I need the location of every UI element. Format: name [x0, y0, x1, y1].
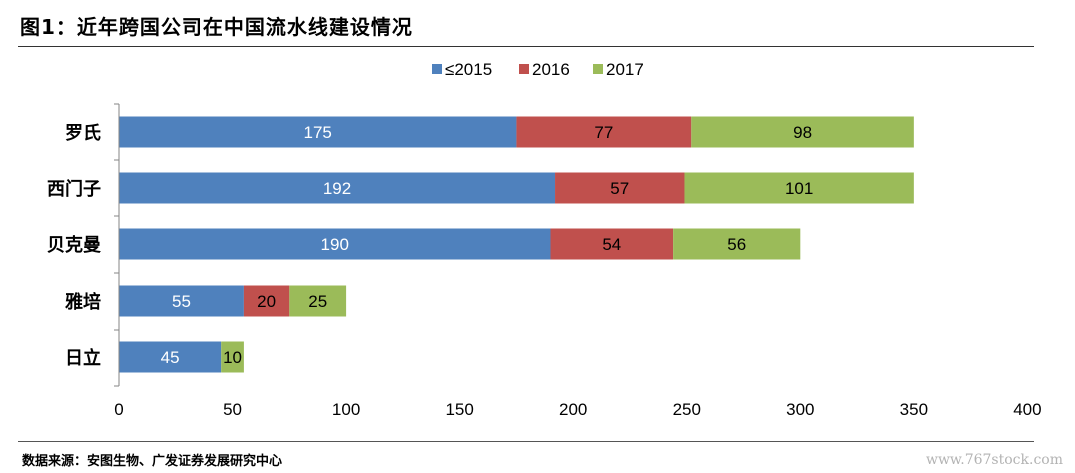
x-tick-label-200: 200 [559, 400, 587, 419]
data-label-siemens-series-1: 57 [610, 179, 629, 198]
bar-siemens-series-2 [684, 172, 914, 204]
x-tick-label-100: 100 [332, 400, 360, 419]
category-label-roche: 罗氏 [65, 123, 101, 144]
data-label-siemens-series-0: 192 [323, 179, 351, 198]
category-label-hitachi: 日立 [65, 347, 101, 369]
data-label-beckman-series-0: 190 [321, 235, 349, 254]
bar-hitachi-series-0 [119, 341, 222, 373]
data-label-abbott-series-1: 20 [257, 292, 276, 311]
x-tick-label-400: 400 [1013, 400, 1041, 419]
data-label-beckman-series-1: 54 [602, 235, 621, 254]
legend-label-1: 2016 [532, 60, 570, 79]
legend-swatch-2 [593, 64, 603, 74]
bar-roche-series-0 [119, 116, 517, 148]
category-label-siemens: 西门子 [47, 178, 101, 200]
data-label-beckman-series-2: 56 [727, 235, 746, 254]
x-tick-label-250: 250 [673, 400, 701, 419]
footer-divider [18, 441, 1034, 442]
bar-abbott-series-1 [243, 285, 290, 317]
data-label-roche-series-2: 98 [793, 123, 812, 142]
chart-bars: 175 77 98 192 57 101 190 54 56 55 20 25 45 10 [119, 116, 914, 373]
data-label-roche-series-1: 77 [594, 123, 613, 142]
data-label-hitachi-series-0: 45 [161, 348, 180, 367]
bar-siemens-series-1 [555, 172, 685, 204]
bar-roche-series-1 [516, 116, 692, 148]
x-tick-label-300: 300 [786, 400, 814, 419]
data-source-note: 数据来源：安图生物、广发证券发展研究中心 [22, 454, 283, 469]
bar-roche-series-2 [691, 116, 914, 148]
legend-swatch-1 [519, 64, 529, 74]
data-label-abbott-series-0: 55 [172, 292, 191, 311]
legend-label-2: 2017 [606, 60, 644, 79]
data-label-abbott-series-2: 25 [308, 292, 327, 311]
chart-legend: ≤2015 2016 2017 [432, 60, 644, 79]
title-divider [18, 46, 1034, 47]
legend-label-0: ≤2015 [445, 60, 492, 79]
category-label-beckman: 贝克曼 [47, 234, 101, 256]
watermark-text: www.767stock.com [925, 452, 1063, 468]
bar-beckman-series-1 [550, 228, 674, 260]
data-label-roche-series-0: 175 [304, 123, 332, 142]
bar-beckman-series-2 [673, 228, 801, 260]
x-tick-label-0: 0 [114, 400, 123, 419]
data-label-siemens-series-2: 101 [785, 179, 813, 198]
data-label-hitachi-series-2: 10 [223, 348, 242, 367]
bar-abbott-series-0 [119, 285, 244, 317]
figure-title: 图1：近年跨国公司在中国流水线建设情况 [20, 15, 413, 39]
bar-abbott-series-2 [289, 285, 347, 317]
x-tick-label-50: 50 [223, 400, 242, 419]
x-tick-label-150: 150 [445, 400, 473, 419]
x-tick-label-350: 350 [900, 400, 928, 419]
stacked-bar-chart: ≤2015 2016 2017 175 77 98 192 57 101 190 54 56 55 20… [47, 60, 1042, 419]
bar-hitachi-series-2 [221, 341, 244, 373]
bar-siemens-series-0 [119, 172, 556, 204]
legend-swatch-0 [432, 64, 442, 74]
category-label-abbott: 雅培 [64, 291, 101, 313]
bar-beckman-series-0 [119, 228, 551, 260]
